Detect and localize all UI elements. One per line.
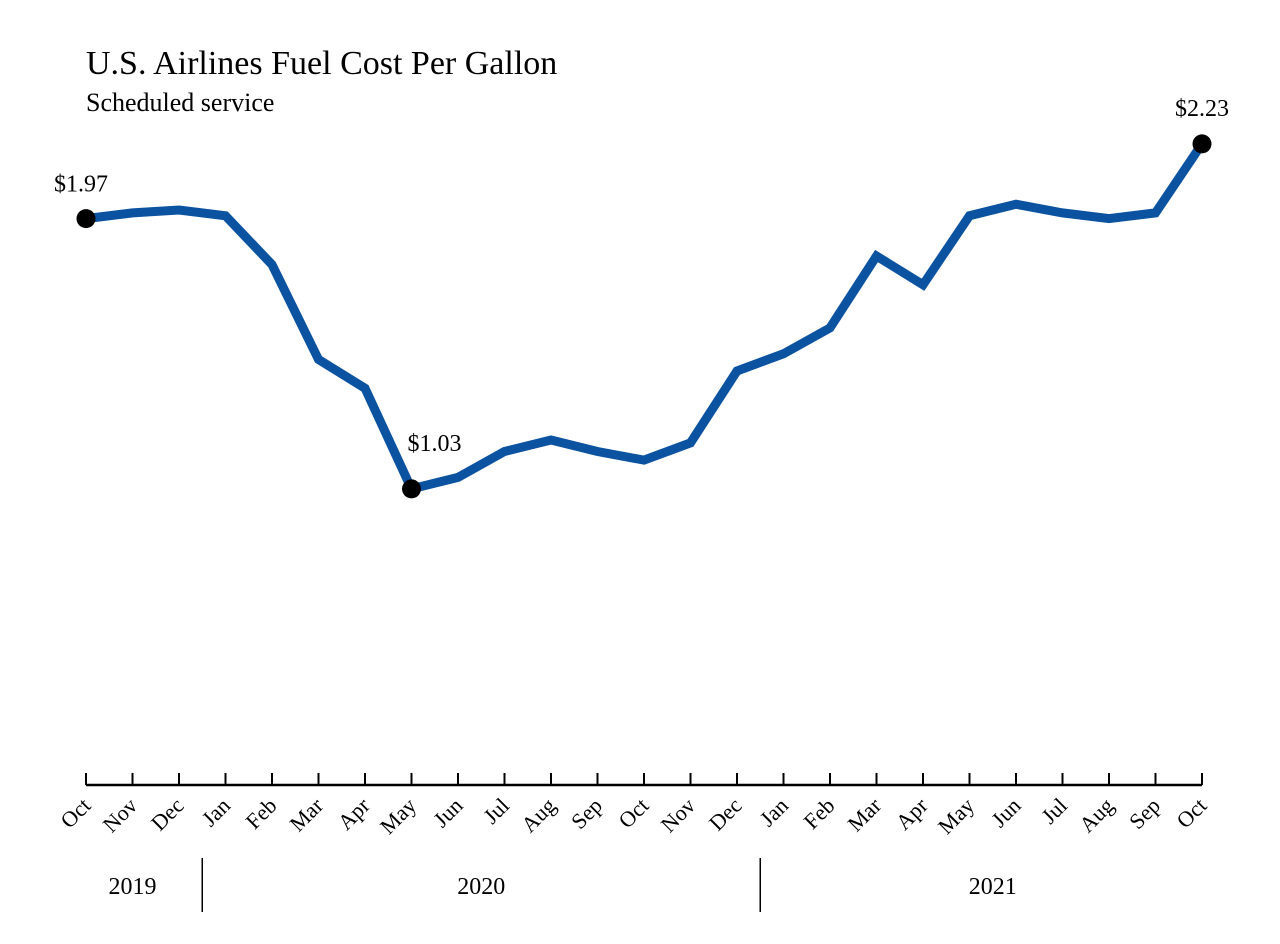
data-label: $1.03	[408, 431, 462, 457]
year-label: 2020	[457, 874, 505, 900]
x-tick-label: Oct	[55, 793, 95, 833]
x-tick-label: Sep	[1124, 793, 1165, 834]
x-tick-label: Apr	[333, 792, 375, 834]
series-line	[85, 141, 1206, 495]
x-tick-label: Jul	[478, 793, 514, 829]
series-layer	[85, 141, 1206, 495]
x-tick-label: Aug	[516, 793, 560, 837]
x-tick-label: Mar	[842, 792, 886, 836]
x-tick-label: Jun	[986, 793, 1025, 832]
year-label: 2019	[109, 874, 157, 900]
x-tick-label: Jan	[197, 793, 235, 831]
x-tick-label: Jun	[428, 793, 467, 832]
x-tick-label: Jan	[755, 793, 793, 831]
x-tick-label: Apr	[891, 792, 933, 834]
x-tick-label: Aug	[1074, 793, 1118, 837]
data-point-marker	[76, 209, 96, 229]
x-tick-label: May	[933, 793, 979, 839]
data-label: $1.97	[54, 172, 108, 198]
x-axis: Oct Nov Dec Jan Feb Mar Apr May Jun Jul Aug Sep Oct N…	[55, 773, 1212, 912]
annotation-layer: $1.97 $1.03 $2.23	[54, 96, 1229, 499]
x-tick-label: Nov	[656, 793, 700, 837]
x-tick-label: Nov	[98, 793, 142, 837]
chart-subtitle: Scheduled service	[86, 88, 275, 117]
x-tick-label: Oct	[1171, 793, 1211, 833]
data-label: $2.23	[1175, 96, 1229, 122]
data-point-marker	[402, 479, 421, 499]
x-tick-label: Mar	[284, 792, 328, 836]
x-tick-label: Jul	[1036, 793, 1072, 829]
x-tick-label: Dec	[704, 793, 747, 836]
x-tick-label: Dec	[146, 793, 189, 836]
chart-title: U.S. Airlines Fuel Cost Per Gallon	[86, 45, 558, 82]
x-tick-label: Sep	[566, 793, 607, 834]
x-tick-label: Feb	[799, 793, 840, 834]
year-label: 2021	[969, 874, 1017, 900]
x-tick-label: May	[375, 793, 421, 839]
x-tick-label: Feb	[241, 793, 282, 834]
data-point-marker	[1192, 134, 1212, 154]
x-tick-label: Oct	[613, 793, 653, 833]
